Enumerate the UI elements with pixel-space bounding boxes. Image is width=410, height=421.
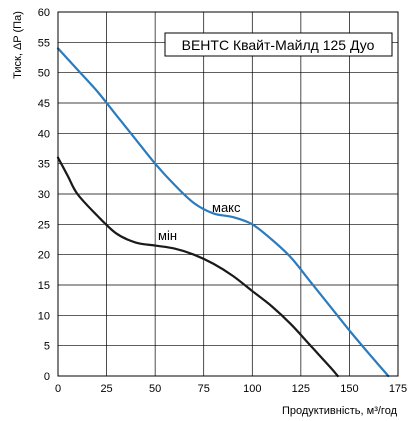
legend-frame xyxy=(164,32,393,57)
x-tick-label: 75 xyxy=(198,383,210,395)
series-label-min: мін xyxy=(158,228,177,243)
y-axis-label: Тиск, ΔP (Па) xyxy=(12,11,24,79)
y-tick-label: 30 xyxy=(38,189,50,201)
y-tick-label: 35 xyxy=(38,159,50,171)
x-tick-label: 175 xyxy=(389,383,407,395)
x-tick-label: 150 xyxy=(340,383,358,395)
x-tick-label: 0 xyxy=(55,383,61,395)
series-layer xyxy=(56,47,390,378)
series-line-min xyxy=(56,156,339,378)
series-label-max: макс xyxy=(212,200,241,215)
legend-box: ВЕНТС Квайт-Майлд 125 Дуо xyxy=(164,32,393,57)
series-line-max xyxy=(56,47,390,378)
y-tick-label: 60 xyxy=(38,7,50,19)
x-tick-label: 25 xyxy=(100,383,112,395)
y-tick-label: 45 xyxy=(38,98,50,110)
x-tick-labels: 0 25 50 75 100 125 150 175 xyxy=(55,383,407,395)
y-tick-label: 55 xyxy=(38,37,50,49)
y-tick-label: 10 xyxy=(38,310,50,322)
chart-title: ВЕНТС Квайт-Майлд 125 Дуо xyxy=(182,37,375,53)
y-tick-label: 20 xyxy=(38,250,50,262)
x-tick-label: 125 xyxy=(292,383,310,395)
y-tick-labels: 0 5 10 15 20 25 30 35 40 45 50 55 60 xyxy=(38,7,50,383)
y-tick-label: 0 xyxy=(44,371,50,383)
y-tick-label: 25 xyxy=(38,219,50,231)
y-tick-label: 50 xyxy=(38,68,50,80)
y-tick-label: 40 xyxy=(38,128,50,140)
x-axis-label: Продуктивність, м³/год xyxy=(282,405,398,417)
y-tick-label: 5 xyxy=(44,341,50,353)
y-tick-label: 15 xyxy=(38,280,50,292)
x-tick-label: 100 xyxy=(243,383,261,395)
x-tick-label: 50 xyxy=(149,383,161,395)
plot-frame xyxy=(57,11,399,377)
